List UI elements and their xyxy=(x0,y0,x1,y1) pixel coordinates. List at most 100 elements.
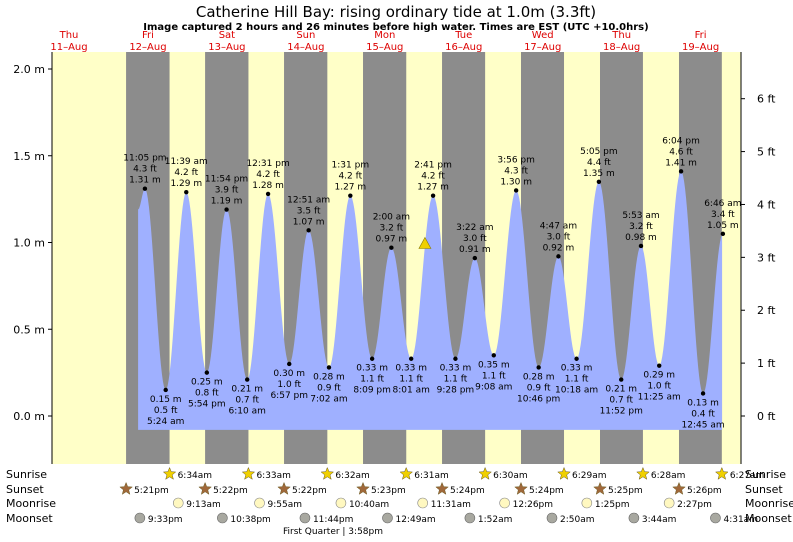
chart-subtitle: Image captured 2 hours and 26 minutes be… xyxy=(143,22,648,33)
moonset-time-label: 4:31am xyxy=(723,515,758,525)
tide-time-label: 2:00 am xyxy=(373,213,410,223)
sunrise-row-label-right: Sunrise xyxy=(745,468,786,481)
moonrise-row-label-left: Moonrise xyxy=(6,497,56,510)
tide-time-label: 6:04 pm xyxy=(662,136,700,146)
tide-time-label: 12:45 am xyxy=(682,420,725,430)
y-tick-label-ft: 5 ft xyxy=(757,146,776,159)
tide-time-label: 1:31 pm xyxy=(332,161,370,171)
tide-point xyxy=(513,188,519,193)
tide-point xyxy=(574,356,579,361)
tide-m-label: 0.28 m xyxy=(313,372,345,382)
tide-point xyxy=(184,189,189,195)
tide-m-label: 1.27 m xyxy=(417,183,449,193)
y-tick-label-m: 0.0 m xyxy=(13,410,45,423)
y-tick-label-ft: 3 ft xyxy=(757,251,776,264)
day-date-label: 14–Aug xyxy=(287,42,324,53)
moonrise-time-label: 1:25pm xyxy=(595,500,630,510)
tide-ft-label: 0.5 ft xyxy=(154,406,178,416)
tide-ft-label: 4.2 ft xyxy=(338,172,362,182)
tide-time-label: 8:01 am xyxy=(393,386,430,396)
moonrise-time-label: 12:26pm xyxy=(513,500,553,510)
day-name-label: Mon xyxy=(374,30,395,41)
tide-time-label: 7:02 am xyxy=(310,394,347,404)
tide-m-label: 1.07 m xyxy=(293,217,325,227)
tide-ft-label: 1.1 ft xyxy=(565,375,589,385)
sunset-time-label: 5:22pm xyxy=(213,486,248,496)
day-name-label: Thu xyxy=(611,30,631,41)
tide-m-label: 0.15 m xyxy=(150,395,182,405)
tide-ft-label: 4.3 ft xyxy=(133,165,157,175)
day-name-label: Tue xyxy=(454,30,472,41)
sunset-row-label-left: Sunset xyxy=(6,483,44,496)
tide-point xyxy=(638,243,644,249)
y-tick-label-ft: 6 ft xyxy=(757,93,776,106)
moonset-icon xyxy=(464,512,476,524)
sunrise-star-icon xyxy=(399,466,414,480)
moonrise-time-label: 9:13am xyxy=(186,500,221,510)
moonset-time-label: 3:44am xyxy=(642,515,677,525)
tide-ft-label: 0.7 ft xyxy=(609,396,633,406)
day-date-label: 11–Aug xyxy=(50,42,87,53)
tide-labels: 11:05 pm4.3 ft1.31 m0.15 m0.5 ft5:24 am1… xyxy=(123,136,741,430)
moonrise-icon xyxy=(581,497,593,509)
day-name-label: Fri xyxy=(695,30,707,41)
sunset-time-label: 5:23pm xyxy=(371,486,406,496)
day-date-label: 12–Aug xyxy=(129,42,166,53)
sunrise-time-label: 6:33am xyxy=(256,471,291,481)
current-tide-triangle xyxy=(418,236,432,249)
tide-m-label: 0.33 m xyxy=(356,364,388,374)
sunset-star-icon xyxy=(435,481,449,495)
tide-point xyxy=(678,169,684,174)
day-date-label: 16–Aug xyxy=(445,42,482,53)
tide-ft-label: 0.8 ft xyxy=(195,389,219,399)
y-tick-label-ft: 2 ft xyxy=(757,304,776,317)
tide-ft-label: 4.2 ft xyxy=(256,170,280,180)
tide-point xyxy=(287,361,292,367)
sunrise-time-label: 6:32am xyxy=(335,471,370,481)
tide-point xyxy=(204,370,210,375)
moonset-icon xyxy=(382,512,393,524)
moonrise-icon xyxy=(417,497,428,509)
tide-m-label: 0.97 m xyxy=(376,235,408,245)
tide-m-label: 1.27 m xyxy=(334,183,366,193)
moon-phase-label: First Quarter | 3:58pm xyxy=(283,527,383,537)
tide-m-label: 0.13 m xyxy=(687,398,719,408)
tide-m-label: 0.33 m xyxy=(561,364,593,374)
sunset-star-icon xyxy=(277,481,291,495)
tide-ft-label: 0.9 ft xyxy=(527,383,551,393)
moonrise-icon xyxy=(254,497,265,509)
tide-point xyxy=(536,365,541,370)
moonset-time-label: 12:49am xyxy=(395,515,435,525)
sunrise-time-label: 6:30am xyxy=(493,471,528,481)
tide-m-label: 1.35 m xyxy=(583,169,615,179)
day-date-label: 15–Aug xyxy=(366,42,403,53)
sunset-star-icon xyxy=(593,481,607,495)
tide-time-label: 8:09 pm xyxy=(353,386,391,396)
sunrise-time-label: 6:34am xyxy=(178,471,213,481)
tide-m-label: 1.31 m xyxy=(129,176,161,186)
y-tick-label-m: 1.5 m xyxy=(13,150,45,163)
moonrise-icon xyxy=(663,497,675,509)
tide-point xyxy=(720,231,726,237)
tide-ft-label: 4.2 ft xyxy=(421,172,445,182)
tide-m-label: 1.30 m xyxy=(500,177,532,187)
chart-title: Catherine Hill Bay: rising ordinary tide… xyxy=(196,3,596,21)
tide-time-label: 5:24 am xyxy=(147,417,184,427)
moonset-icon xyxy=(628,512,640,524)
tide-ft-label: 1.1 ft xyxy=(360,375,384,385)
tide-point xyxy=(700,391,706,396)
tide-ft-label: 3.2 ft xyxy=(380,224,404,234)
sunrise-row-label-left: Sunrise xyxy=(6,468,47,481)
sunrise-star-icon xyxy=(714,466,729,480)
sunset-time-label: 5:22pm xyxy=(292,486,327,496)
moonrise-icon xyxy=(499,497,510,509)
tide-ft-label: 3.9 ft xyxy=(215,186,239,196)
tide-ft-label: 1.1 ft xyxy=(399,375,423,385)
sunrise-star-icon xyxy=(320,466,335,480)
tide-m-label: 0.92 m xyxy=(543,243,575,253)
sunset-time-label: 5:26pm xyxy=(687,486,722,496)
tide-m-label: 0.25 m xyxy=(191,378,223,388)
day-date-label: 19–Aug xyxy=(682,42,719,53)
tide-m-label: 1.19 m xyxy=(211,197,243,207)
